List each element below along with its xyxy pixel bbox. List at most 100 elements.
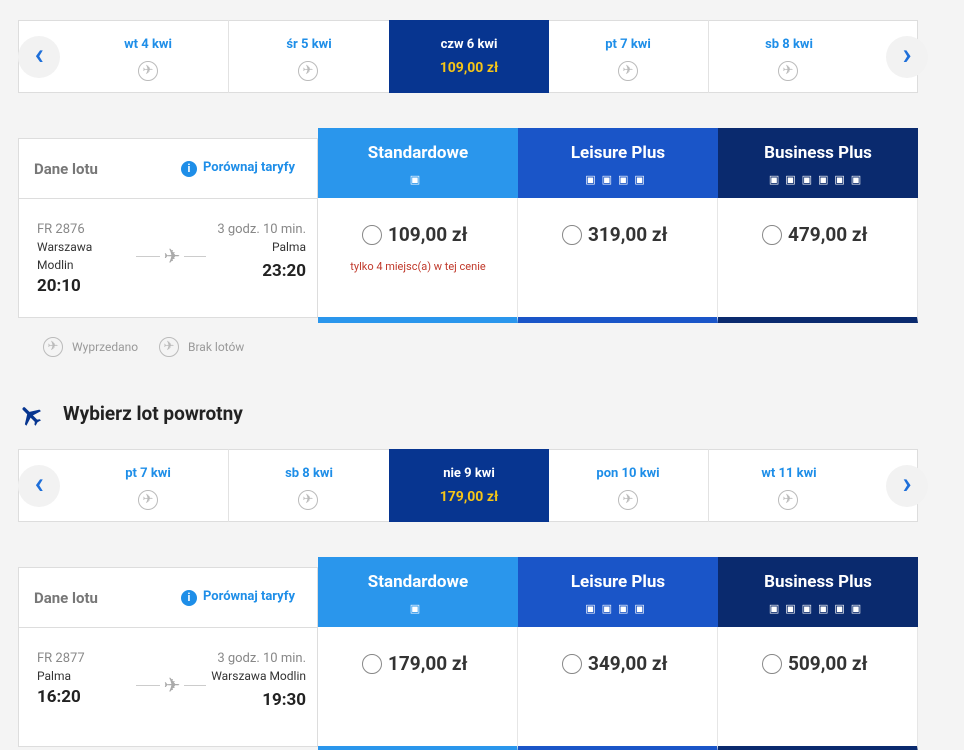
- departure-time: 20:10: [37, 276, 81, 296]
- date-label: pon 10 kwi: [596, 466, 660, 481]
- no-flight-icon: ✈: [778, 61, 798, 81]
- date-cell[interactable]: sb 8 kwi: [228, 449, 388, 522]
- fare-body[interactable]: 349,00 zł: [518, 627, 718, 750]
- flight-number: FR 2876: [37, 222, 85, 237]
- no-flight-icon: ✈: [159, 337, 179, 357]
- fare-header[interactable]: Business Plus ▣▣▣▣▣▣: [718, 557, 918, 627]
- date-cell[interactable]: wt 4 kwi: [68, 20, 228, 93]
- fare-icons: ▣▣▣▣: [585, 602, 651, 615]
- from-city: Palma: [37, 669, 72, 683]
- route-plane: ✈: [160, 673, 184, 697]
- legend-label: Brak lotów: [188, 340, 245, 354]
- from-city: Modlin: [37, 258, 74, 272]
- no-flight-icon: ✈: [618, 490, 638, 510]
- fare-radio[interactable]: [362, 225, 382, 245]
- fare-radio[interactable]: [562, 654, 582, 674]
- fare-note: tylko 4 miejsc(a) w tej cenie: [350, 260, 486, 273]
- date-cell[interactable]: pon 10 kwi: [548, 449, 708, 522]
- fare-icons: ▣: [409, 173, 427, 186]
- compare-icon: i: [181, 590, 197, 606]
- fare-header[interactable]: Leisure Plus ▣▣▣▣: [518, 128, 718, 198]
- departure-time: 16:20: [37, 687, 81, 707]
- no-flight-icon: ✈: [618, 61, 638, 81]
- date-cell[interactable]: czw 6 kwi 109,00 zł: [389, 20, 549, 93]
- details-label: Dane lotu: [34, 589, 98, 607]
- date-price: 179,00 zł: [439, 489, 499, 505]
- compare-link[interactable]: Porównaj taryfy: [203, 160, 295, 175]
- fare-body[interactable]: 319,00 zł: [518, 198, 718, 323]
- no-flight-icon: ✈: [138, 61, 158, 81]
- date-label: śr 5 kwi: [286, 37, 332, 52]
- no-flight-icon: ✈: [43, 337, 63, 357]
- fare-radio[interactable]: [762, 225, 782, 245]
- compare-link[interactable]: Porównaj taryfy: [203, 589, 295, 604]
- date-price: 109,00 zł: [439, 60, 499, 76]
- fare-icons: ▣▣▣▣▣▣: [768, 173, 868, 186]
- date-label: sb 8 kwi: [285, 466, 333, 481]
- fare-header[interactable]: Business Plus ▣▣▣▣▣▣: [718, 128, 918, 198]
- date-cell[interactable]: nie 9 kwi 179,00 zł: [389, 449, 549, 522]
- date-cell[interactable]: sb 8 kwi: [708, 20, 868, 93]
- details-panel: [18, 138, 318, 318]
- fare-header[interactable]: Leisure Plus ▣▣▣▣: [518, 557, 718, 627]
- to-city: Warszawa Modlin: [211, 669, 306, 683]
- fare-header[interactable]: Standardowe ▣: [318, 557, 518, 627]
- details-panel: [18, 567, 318, 747]
- details-header-line: [18, 627, 318, 628]
- plane-icon: [22, 407, 41, 426]
- date-cell[interactable]: wt 11 kwi: [708, 449, 868, 522]
- date-arrow[interactable]: ‹: [18, 36, 60, 78]
- duration: 3 godz. 10 min.: [217, 222, 306, 237]
- fare-body[interactable]: 509,00 zł: [718, 627, 918, 750]
- from-city: Warszawa: [37, 240, 93, 254]
- fare-icons: ▣▣▣▣: [585, 173, 651, 186]
- fare-name: Standardowe: [367, 143, 469, 163]
- no-flight-icon: ✈: [778, 490, 798, 510]
- fare-price: 509,00 zł: [788, 652, 868, 675]
- date-label: wt 11 kwi: [761, 466, 817, 481]
- date-cell[interactable]: śr 5 kwi: [228, 20, 388, 93]
- date-label: nie 9 kwi: [443, 466, 495, 481]
- legend-label: Wyprzedano: [72, 340, 139, 354]
- fare-body[interactable]: 479,00 zł: [718, 198, 918, 323]
- date-label: sb 8 kwi: [765, 37, 813, 52]
- to-city: Palma: [271, 240, 306, 254]
- details-header-line: [18, 198, 318, 199]
- return-title: Wybierz lot powrotny: [63, 402, 243, 425]
- no-flight-icon: ✈: [138, 490, 158, 510]
- fare-body[interactable]: 179,00 zł: [318, 627, 518, 750]
- flight-number: FR 2877: [37, 651, 85, 666]
- fare-radio[interactable]: [362, 654, 382, 674]
- fare-price: 349,00 zł: [588, 652, 668, 675]
- fare-name: Standardowe: [367, 572, 469, 592]
- no-flight-icon: ✈: [298, 61, 318, 81]
- date-arrow[interactable]: ‹: [18, 465, 60, 507]
- date-arrow[interactable]: ›: [886, 465, 928, 507]
- fare-price: 179,00 zł: [388, 652, 468, 675]
- fare-body[interactable]: 109,00 zł tylko 4 miejsc(a) w tej cenie: [318, 198, 518, 323]
- route-plane: ✈: [160, 244, 184, 268]
- fare-radio[interactable]: [762, 654, 782, 674]
- date-label: wt 4 kwi: [124, 37, 172, 52]
- duration: 3 godz. 10 min.: [217, 651, 306, 666]
- fare-price: 479,00 zł: [788, 223, 868, 246]
- fare-name: Leisure Plus: [570, 572, 666, 592]
- fare-header[interactable]: Standardowe ▣: [318, 128, 518, 198]
- date-label: pt 7 kwi: [125, 466, 171, 481]
- arrival-time: 19:30: [262, 690, 306, 710]
- fare-radio[interactable]: [562, 225, 582, 245]
- fare-name: Business Plus: [764, 143, 872, 163]
- fare-name: Leisure Plus: [570, 143, 666, 163]
- no-flight-icon: ✈: [298, 490, 318, 510]
- fare-price: 109,00 zł: [388, 223, 468, 246]
- fare-icons: ▣▣▣▣▣▣: [768, 602, 868, 615]
- date-arrow[interactable]: ›: [886, 36, 928, 78]
- fare-icons: ▣: [409, 602, 427, 615]
- date-label: pt 7 kwi: [605, 37, 651, 52]
- details-label: Dane lotu: [34, 160, 98, 178]
- date-cell[interactable]: pt 7 kwi: [548, 20, 708, 93]
- arrival-time: 23:20: [262, 261, 306, 281]
- compare-icon: i: [181, 161, 197, 177]
- date-label: czw 6 kwi: [440, 37, 498, 52]
- date-cell[interactable]: pt 7 kwi: [68, 449, 228, 522]
